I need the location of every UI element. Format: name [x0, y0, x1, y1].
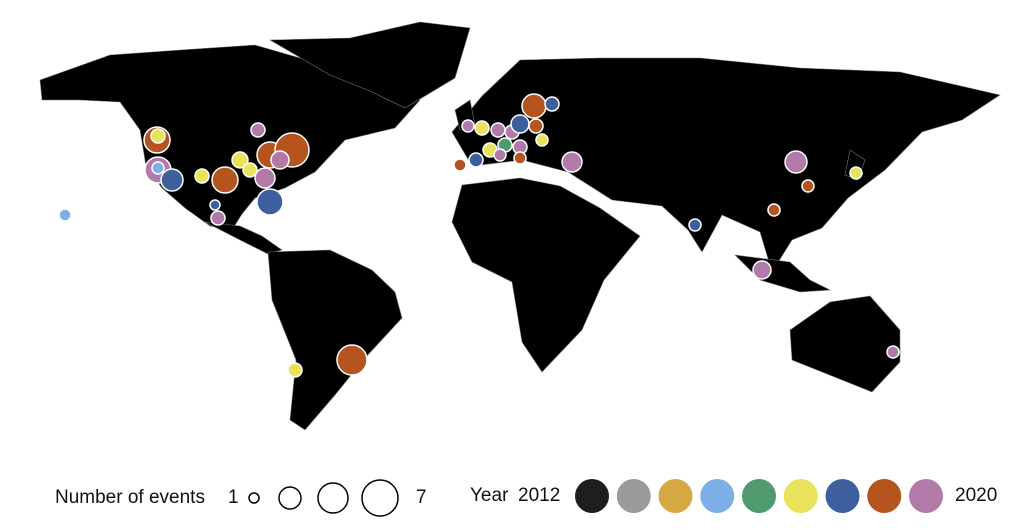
event-marker [490, 122, 506, 138]
event-marker [474, 120, 490, 136]
land [39, 21, 1001, 431]
size-legend-title: Number of events [55, 487, 205, 508]
event-marker [849, 166, 863, 180]
size-swatch [248, 492, 260, 504]
event-marker [150, 128, 166, 144]
event-marker [250, 122, 266, 138]
legend: Number of events 1 7 Year 2012 2020 [55, 479, 997, 517]
year-swatch [616, 479, 651, 513]
event-marker [256, 188, 284, 216]
year-swatch [742, 479, 776, 513]
year-legend-title: Year [470, 485, 509, 506]
event-marker [493, 148, 507, 162]
year-legend-end: 2020 [955, 485, 997, 506]
event-marker [784, 150, 808, 174]
year-swatch [783, 479, 818, 513]
event-marker [521, 93, 547, 119]
year-swatch [825, 479, 860, 513]
year-swatch [909, 479, 943, 513]
event-marker [688, 218, 702, 232]
year-swatch [867, 479, 902, 513]
event-marker [535, 133, 549, 147]
year-swatch [658, 479, 693, 513]
size-legend-min: 1 [228, 487, 239, 508]
event-marker [510, 114, 530, 134]
event-marker [254, 167, 276, 189]
size-swatch [361, 479, 399, 517]
event-marker [461, 119, 475, 133]
event-marker [287, 362, 303, 378]
size-legend-max: 7 [416, 487, 427, 508]
event-marker [468, 152, 484, 168]
event-marker [886, 345, 900, 359]
event-marker [58, 208, 72, 222]
event-markers [58, 93, 900, 378]
year-legend-start: 2012 [518, 485, 560, 506]
event-marker [210, 210, 226, 226]
event-marker [453, 158, 467, 172]
event-marker [160, 168, 184, 192]
year-swatch [700, 479, 735, 513]
year-swatch [575, 479, 609, 513]
event-marker [211, 166, 239, 194]
event-marker [767, 203, 781, 217]
size-swatch [278, 486, 302, 510]
event-marker [752, 260, 772, 280]
event-marker [231, 151, 249, 169]
event-marker [194, 168, 210, 184]
event-marker [544, 96, 560, 112]
event-marker [561, 151, 583, 173]
event-marker [336, 344, 368, 376]
size-swatch [317, 482, 349, 514]
event-marker [801, 179, 815, 193]
event-marker [151, 161, 165, 175]
event-marker [528, 118, 544, 134]
event-marker [270, 150, 290, 170]
event-marker [513, 151, 527, 165]
event-marker [242, 162, 258, 178]
event-marker [209, 199, 221, 211]
